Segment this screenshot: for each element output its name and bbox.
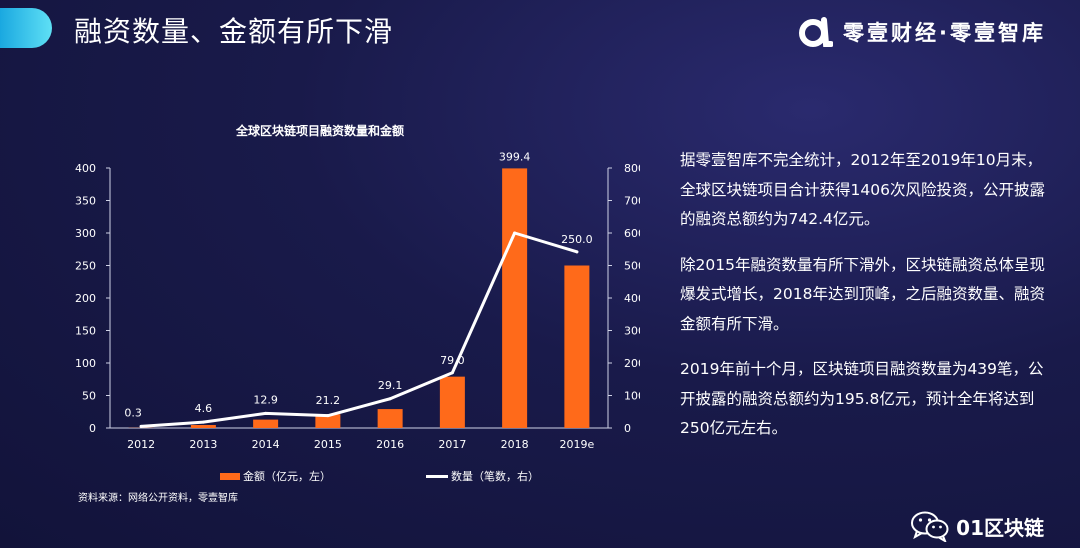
bar bbox=[377, 409, 403, 428]
footer-watermark: 01区块链 bbox=[910, 510, 1044, 542]
y-right-tick-label: 800 bbox=[624, 162, 640, 175]
x-tick-label: 2012 bbox=[127, 438, 155, 451]
brand: 零壹财经·零壹智库 bbox=[797, 14, 1046, 50]
paragraph-1: 据零壹智库不完全统计，2012年至2019年10月末，全球区块链项目合计获得14… bbox=[680, 151, 1045, 228]
legend-swatch-line bbox=[426, 474, 448, 478]
paragraph-2: 除2015年融资数量有所下滑外，区块链融资总体呈现爆发式增长，2018年达到顶峰… bbox=[680, 255, 1045, 333]
y-right-tick-label: 600 bbox=[624, 227, 640, 240]
y-right-tick-label: 0 bbox=[624, 422, 631, 435]
bar-data-label: 250.0 bbox=[561, 233, 593, 246]
x-tick-label: 2014 bbox=[252, 438, 280, 451]
bar-data-label: 29.1 bbox=[378, 379, 403, 392]
y-right-tick-label: 400 bbox=[624, 292, 640, 305]
y-left-tick-label: 350 bbox=[75, 195, 96, 208]
legend-swatch-bar bbox=[220, 472, 240, 480]
line-point bbox=[139, 424, 143, 428]
chart-title: 全球区块链项目融资数量和金额 bbox=[235, 124, 404, 138]
bar bbox=[190, 425, 216, 428]
series-line-count bbox=[139, 231, 579, 428]
x-tick-label: 2019e bbox=[559, 438, 594, 451]
source-note: 资料来源：网络公开资料，零壹智库 bbox=[78, 493, 238, 504]
legend-label-count: 数量（笔数，右） bbox=[451, 470, 539, 483]
bar-data-label: 0.3 bbox=[124, 406, 142, 419]
bar bbox=[502, 168, 528, 428]
footer-text: 01区块链 bbox=[956, 515, 1044, 540]
x-tick-label: 2018 bbox=[501, 438, 529, 451]
bar bbox=[253, 419, 279, 428]
y-left-tick-label: 0 bbox=[89, 422, 96, 435]
x-tick-label: 2015 bbox=[314, 438, 342, 451]
line-point bbox=[388, 397, 392, 401]
legend-item-count: 数量（笔数，右） bbox=[426, 468, 539, 484]
y-right-tick-label: 700 bbox=[624, 195, 640, 208]
bar-data-label: 79.0 bbox=[440, 354, 465, 367]
title-accent-tab bbox=[0, 8, 52, 48]
x-tick-label: 2016 bbox=[376, 438, 404, 451]
bar-data-label: 21.2 bbox=[316, 394, 341, 407]
page-title: 融资数量、金额有所下滑 bbox=[74, 15, 394, 48]
bar-data-label: 12.9 bbox=[253, 393, 278, 406]
y-right-tick-label: 300 bbox=[624, 325, 640, 338]
y-left-tick-label: 300 bbox=[75, 227, 96, 240]
line-point bbox=[513, 231, 517, 235]
brand-logo-icon bbox=[799, 17, 834, 47]
line-point bbox=[264, 411, 268, 415]
y-left-tick-label: 50 bbox=[82, 390, 96, 403]
legend-item-amount: 金额（亿元，左） bbox=[220, 468, 331, 484]
y-left-tick-label: 100 bbox=[75, 357, 96, 370]
paragraph-3: 2019年前十个月，区块链项目融资数量为439笔，公开披露的融资总额约为195.… bbox=[680, 360, 1044, 437]
bar bbox=[564, 265, 590, 428]
x-tick-label: 2017 bbox=[438, 438, 466, 451]
y-right-tick-label: 500 bbox=[624, 260, 640, 273]
wechat-icon bbox=[911, 511, 949, 542]
bar bbox=[315, 414, 341, 428]
y-left-tick-label: 200 bbox=[75, 292, 96, 305]
y-right-tick-label: 100 bbox=[624, 390, 640, 403]
y-left-tick-label: 400 bbox=[75, 162, 96, 175]
y-left-tick-label: 150 bbox=[75, 325, 96, 338]
line-point bbox=[201, 420, 205, 424]
y-left-tick-label: 250 bbox=[75, 260, 96, 273]
summary-text: 据零壹智库不完全统计，2012年至2019年10月末，全球区块链项目合计获得14… bbox=[680, 146, 1050, 460]
x-tick-label: 2013 bbox=[189, 438, 217, 451]
line-point bbox=[326, 414, 330, 418]
bar-data-label: 4.6 bbox=[195, 402, 213, 415]
line-point bbox=[575, 250, 579, 254]
bar bbox=[439, 376, 465, 428]
brand-name: 零壹财经·零壹智库 bbox=[843, 21, 1046, 45]
y-right-tick-label: 200 bbox=[624, 357, 640, 370]
bar-data-label: 399.4 bbox=[499, 150, 531, 163]
chart: 0 50 100 150 200 250 300 350 400 0 100 200 300 400 500… bbox=[75, 150, 640, 451]
legend-label-amount: 金额（亿元，左） bbox=[243, 470, 331, 483]
line-point bbox=[450, 371, 454, 375]
